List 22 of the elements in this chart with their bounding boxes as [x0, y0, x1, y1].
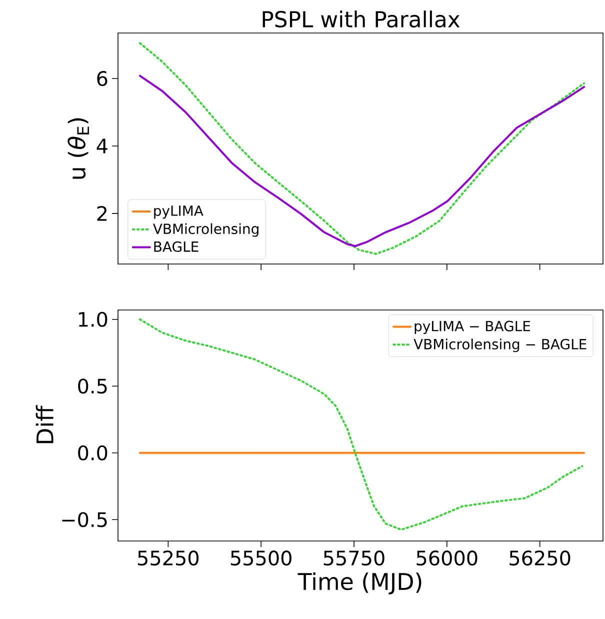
legend-label: pyLIMA − BAGLE	[414, 320, 530, 334]
y-tick-label: 0.5	[78, 378, 107, 394]
y-tick-label: 4	[96, 138, 108, 154]
legend-label: pyLIMA	[154, 206, 204, 219]
y-axis-title: Diff	[36, 405, 54, 444]
legend-label: VBMicrolensing	[152, 223, 258, 237]
legend-label: VBMicrolensing − BAGLE	[414, 338, 586, 352]
x-tick-label: 55500	[230, 550, 292, 566]
chart-title: PSPL with Parallax	[262, 10, 460, 28]
x-tick-label: 55750	[324, 550, 384, 566]
y-tick-label: 1.0	[78, 312, 108, 327]
x-axis-title: Time (MJD)	[298, 572, 422, 594]
y-axis-title: u (θ$_{E}$)	[68, 118, 89, 179]
y-tick-label: 0.0	[78, 445, 108, 460]
y-tick-label: −0.5	[62, 512, 107, 528]
x-tick-label: 56250	[510, 550, 570, 566]
x-tick-label: 56000	[416, 550, 478, 566]
y-tick-label: 6	[97, 70, 108, 86]
x-tick-label: 55250	[138, 550, 199, 566]
y-tick-label: 2	[97, 206, 106, 221]
line-series	[138, 42, 586, 255]
legend-label: BAGLE	[154, 241, 198, 252]
